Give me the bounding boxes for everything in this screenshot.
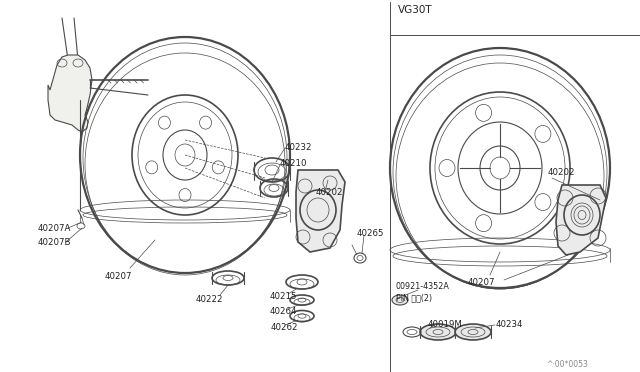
Text: PIN ビン(2): PIN ビン(2) <box>396 293 432 302</box>
Text: 40264: 40264 <box>270 307 298 316</box>
Text: 40202: 40202 <box>548 168 575 177</box>
Text: 40207A: 40207A <box>38 224 72 233</box>
Text: 40215: 40215 <box>270 292 298 301</box>
Ellipse shape <box>455 324 491 340</box>
Text: 00921-4352A: 00921-4352A <box>396 282 450 291</box>
Polygon shape <box>296 170 345 252</box>
Ellipse shape <box>420 324 456 340</box>
Polygon shape <box>48 55 92 132</box>
Text: VG30T: VG30T <box>398 5 433 15</box>
Text: 40265: 40265 <box>357 229 385 238</box>
Text: 40202: 40202 <box>316 188 344 197</box>
Text: 40019M: 40019M <box>428 320 463 329</box>
Text: 40207B: 40207B <box>38 238 72 247</box>
Text: ^·00*0053: ^·00*0053 <box>546 360 588 369</box>
Text: 40234: 40234 <box>496 320 524 329</box>
Text: 40210: 40210 <box>280 159 307 168</box>
Text: 40207: 40207 <box>105 272 132 281</box>
Text: 40232: 40232 <box>285 143 312 152</box>
Polygon shape <box>556 185 606 255</box>
Text: 40262: 40262 <box>271 323 298 332</box>
Text: 40222: 40222 <box>196 295 223 304</box>
Ellipse shape <box>392 295 408 305</box>
Text: 40207: 40207 <box>468 278 495 287</box>
